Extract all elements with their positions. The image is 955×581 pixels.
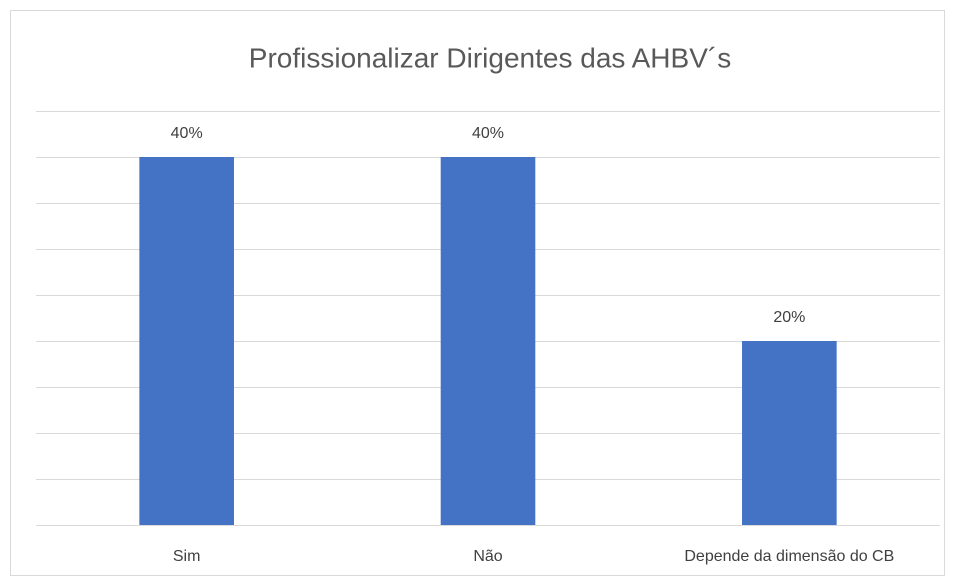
x-tick-label: Não xyxy=(473,548,502,565)
bar xyxy=(742,341,837,525)
data-label: 40% xyxy=(472,125,504,142)
data-label: 40% xyxy=(171,125,203,142)
bar xyxy=(440,157,536,525)
bar xyxy=(139,157,234,525)
x-tick-label: Depende da dimensão do CB xyxy=(684,548,894,565)
x-tick-label: Sim xyxy=(173,548,201,565)
data-label: 20% xyxy=(773,309,805,326)
chart-title: Profissionalizar Dirigentes das AHBV´s xyxy=(249,42,731,73)
